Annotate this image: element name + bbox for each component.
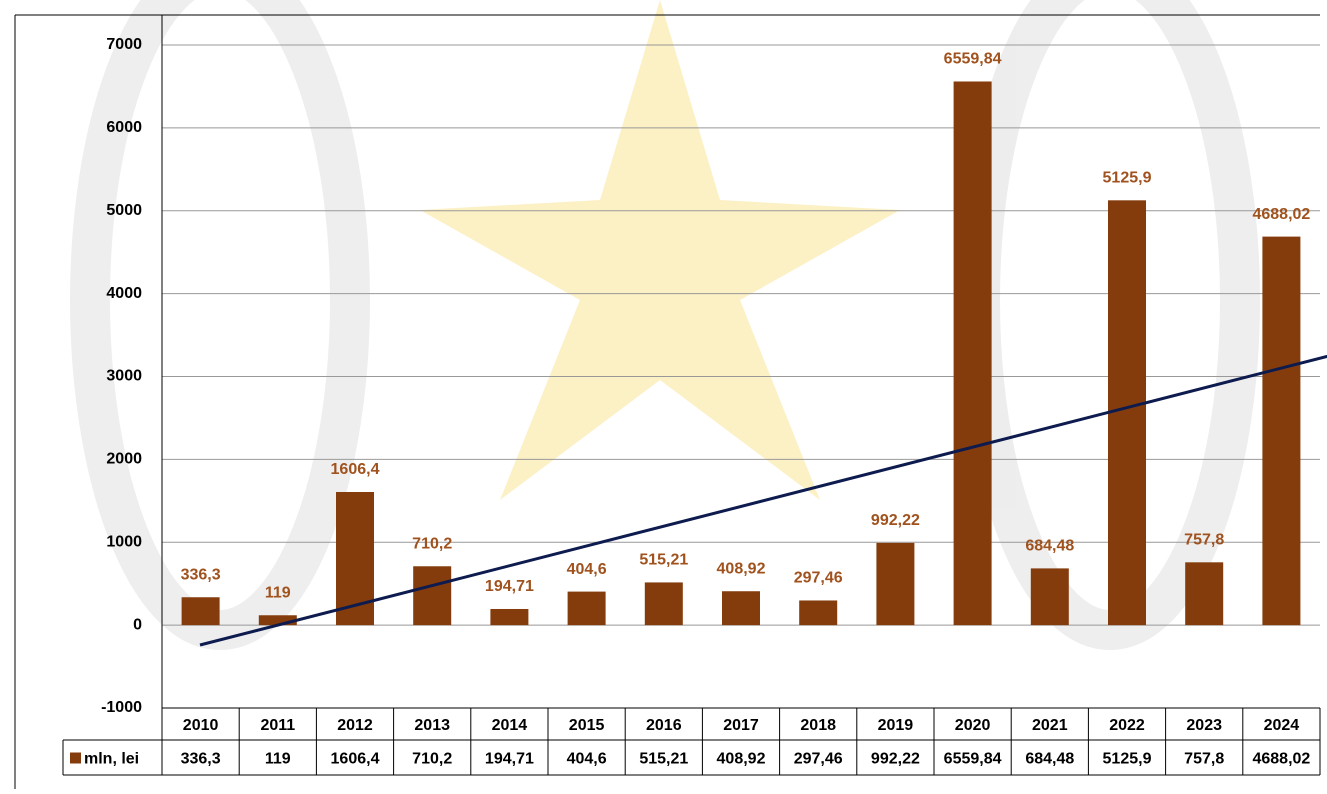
table-cell: 297,46 [794,751,843,768]
table-cell: 5125,9 [1103,751,1152,768]
y-tick-label: 7000 [106,36,142,53]
table-cell: 1606,4 [331,751,380,768]
x-tick-label: 2014 [492,717,528,734]
x-tick-label: 2024 [1264,717,1300,734]
x-tick-label: 2010 [183,717,219,734]
data-label: 992,22 [871,512,920,529]
table-cell: 6559,84 [944,751,1002,768]
table-cell: 757,8 [1184,751,1224,768]
table-cell: 119 [265,751,291,768]
x-tick-label: 2016 [646,717,682,734]
bar [1030,568,1069,626]
data-label: 194,71 [485,578,534,595]
x-tick-label: 2020 [955,717,991,734]
x-tick-label: 2019 [878,717,914,734]
bar [413,566,452,626]
y-tick-label: 5000 [106,202,142,219]
data-label: 336,3 [181,566,221,583]
bar [799,600,838,626]
data-label: 297,46 [794,570,843,587]
x-tick-label: 2011 [260,717,295,734]
y-tick-label: 2000 [106,451,142,468]
table-cell: 684,48 [1025,751,1074,768]
x-tick-label: 2018 [800,717,836,734]
bar [953,81,992,626]
table-cell: 194,71 [485,751,534,768]
table-cell: 710,2 [412,751,452,768]
x-tick-label: 2017 [723,717,759,734]
table-cell: 336,3 [181,751,221,768]
legend-swatch [70,752,81,764]
data-label: 408,92 [717,560,766,577]
data-label: 404,6 [567,561,607,578]
data-label: 710,2 [412,535,452,552]
data-label: 6559,84 [944,51,1002,68]
x-tick-label: 2013 [414,717,450,734]
table-cell: 992,22 [871,751,920,768]
x-tick-label: 2022 [1109,717,1145,734]
data-label: 1606,4 [331,461,380,478]
y-tick-label: 1000 [106,533,142,550]
trend-arrow [199,354,1327,647]
bar [258,615,297,626]
bar [876,542,915,626]
bar [1262,236,1301,626]
table-cell: 4688,02 [1252,751,1310,768]
x-tick-label: 2021 [1032,717,1068,734]
data-label: 4688,02 [1252,206,1310,223]
plot: -1000 0 1000 2000 3000 4000 5000 6000 7000 336,3 2… [62,15,1321,776]
data-label: 515,21 [639,552,688,569]
data-label: 684,48 [1025,538,1074,555]
table-cell: 408,92 [717,751,766,768]
legend-label: mln, lei [84,751,139,768]
data-label: 757,8 [1184,532,1224,549]
y-tick-label: 6000 [106,119,142,136]
watermark [70,0,1260,650]
y-tick-label: 4000 [106,285,142,302]
bar [567,591,606,626]
data-label: 5125,9 [1103,170,1152,187]
y-tick-label: 0 [133,616,142,633]
bar [644,582,683,626]
table-cell: 404,6 [567,751,607,768]
x-tick-label: 2015 [569,717,605,734]
y-tick-label: -1000 [101,699,142,716]
bar [181,597,220,626]
data-label: 119 [265,584,291,601]
x-tick-label: 2023 [1186,717,1222,734]
bar [722,591,760,626]
bar [1185,562,1224,626]
x-tick-label: 2012 [337,717,373,734]
y-tick-label: 3000 [106,368,142,385]
bar [490,608,529,626]
table-cell: 515,21 [639,751,688,768]
bar [1108,200,1146,626]
